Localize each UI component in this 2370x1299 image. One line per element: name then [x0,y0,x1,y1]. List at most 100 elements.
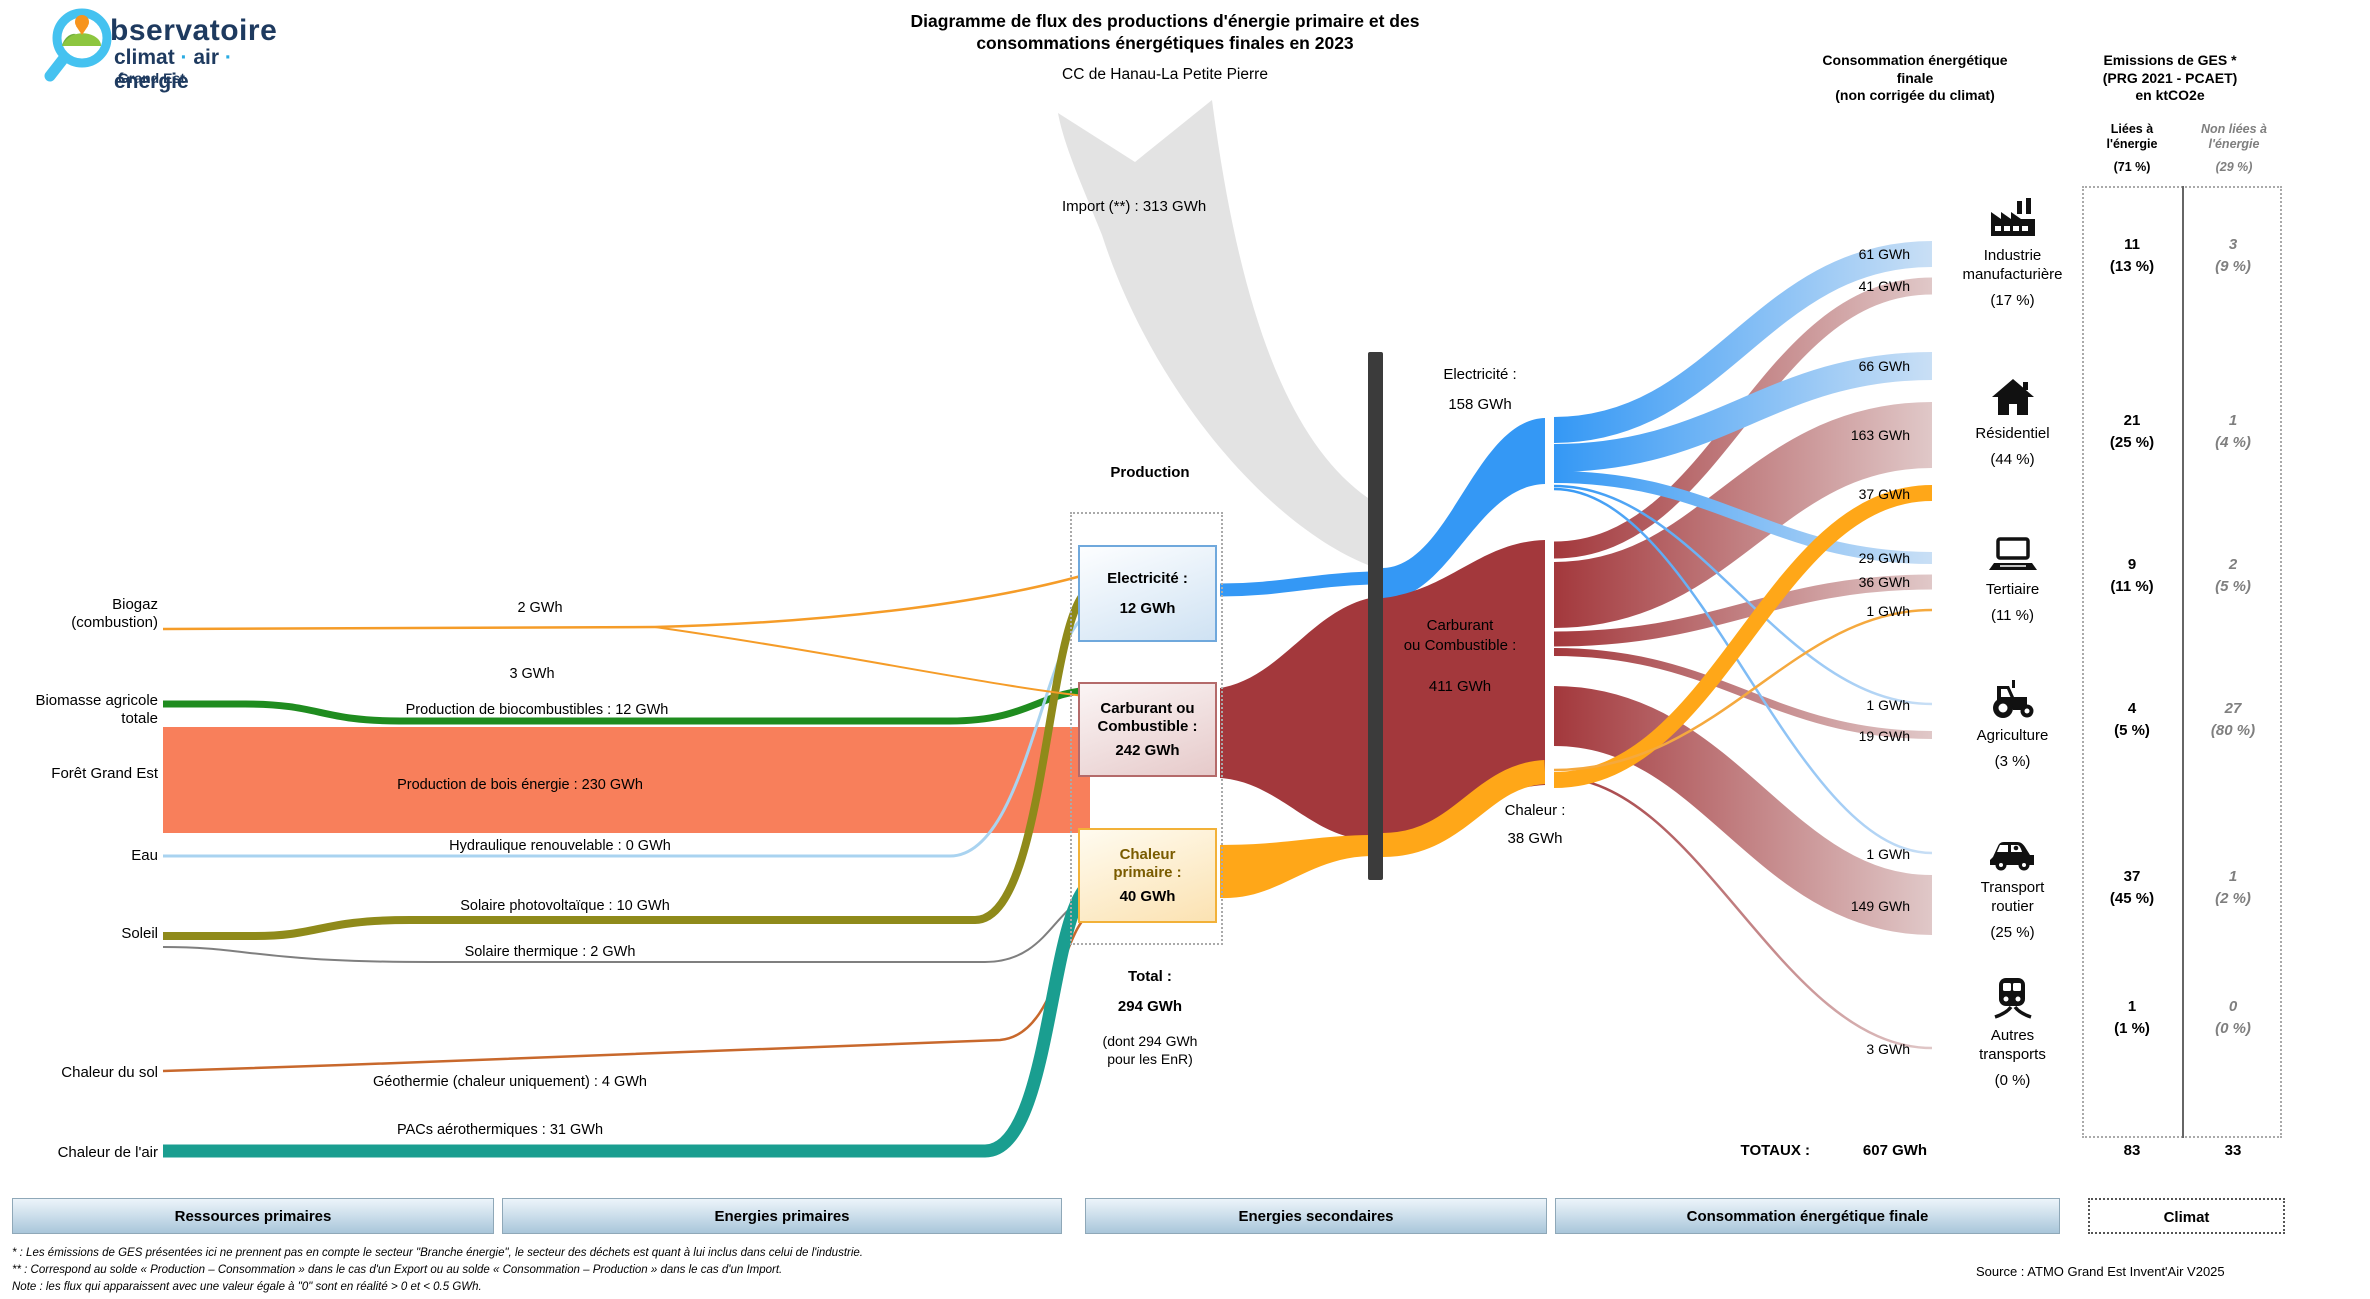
electricity-to-road-transport [1553,487,1933,855]
stage-bar-consommation-finale: Consommation énergétique finale [1555,1198,2060,1234]
sector-road-transport: Transport routier (25 %) [1945,836,2080,941]
tractor-icon [1992,680,2033,718]
flow-label-biogaz-comb: 3 GWh [509,666,555,682]
sector-residential-label: Résidentiel [1975,425,2050,442]
production-box-heat: Chaleur primaire : 40 GWh [1078,828,1217,923]
flow-label-pv: Solaire photovoltaïque : 10 GWh [460,898,670,914]
production-box-electricity-name: Electricité : [1107,569,1188,587]
flow-value-road-fuel: 149 GWh [1850,898,1910,914]
fuel-main-ribbon [1383,540,1545,842]
ges-agriculture-other: 27 (80 %) [2210,700,2256,739]
biocombustibles-band [163,686,1096,725]
ges-road-energy: 37 (45 %) [2109,868,2155,907]
source-eau: Eau [131,847,158,864]
ges-industry-energy: 11 (13 %) [2109,236,2155,275]
sector-residential: Résidentiel (44 %) [1945,376,2080,468]
ges-nonenergy-col-pct: (29 %) [2215,160,2253,174]
ges-industry-other: 3 (9 %) [2215,236,2251,275]
fuel-to-road-transport [1552,686,1934,935]
secondary-fuel-value: 411 GWh [1428,678,1492,695]
fuel-to-tertiary [1553,574,1933,647]
ges-othertransport-energy: 1 (1 %) [2114,998,2150,1037]
flow-label-biogaz-elec: 2 GWh [517,600,563,616]
heat-connector [1220,835,1370,899]
flow-label-geothermie: Géothermie (chaleur uniquement) : 4 GWh [372,1074,647,1090]
secondary-electricity-name: Electricité : [1443,366,1517,383]
sector-other-transport-label: Autres transports [1979,1027,2046,1063]
flow-label-thermique: Solaire thermique : 2 GWh [464,944,636,960]
secondary-heat-name: Chaleur : [1504,802,1566,819]
flow-value-residential-heat: 37 GWh [1858,486,1910,502]
wood-energy-band [163,727,1090,833]
production-outer-box [1070,512,1223,945]
sector-other-transport: Autres transports (0 %) [1945,976,2080,1089]
logo-name: bservatoire [110,14,278,47]
production-box-heat-name: Chaleur primaire : [1113,845,1182,881]
import-flow-band [1058,100,1368,565]
ges-energy-col-header: Liées à l'énergie [2106,122,2158,151]
production-box-fuel-name: Carburant ou Combustible : [1097,699,1198,735]
flow-value-residential-elec: 66 GWh [1858,358,1910,374]
flow-value-othertransport-fuel: 3 GWh [1866,1041,1910,1057]
sector-tertiary-label: Tertiaire [1985,581,2040,598]
ges-tertiary-energy: 9 (11 %) [2110,556,2154,595]
stage-bar-ressources-primaires: Ressources primaires [12,1198,494,1234]
production-title: Production [1110,464,1190,481]
biogaz-to-fuel-line [654,626,1096,698]
electricity-main-ribbon [1383,418,1545,600]
production-box-fuel-value: 242 GWh [1115,741,1180,759]
flow-value-industry-elec: 61 GWh [1858,246,1910,262]
flow-label-hydraulique: Hydraulique renouvelable : 0 GWh [449,838,671,854]
ges-residential-other: 1 (4 %) [2215,412,2251,451]
production-total-label: Total : [1128,968,1172,985]
solar-pv-band [163,583,1097,940]
totals-ges-energy: 83 [2123,1142,2141,1159]
footnote-import: ** : Correspond au solde « Production – … [12,1264,783,1276]
junction-bar [1368,352,1383,880]
ges-tertiary-other: 2 (5 %) [2215,556,2251,595]
secondary-heat-value: 38 GWh [1507,830,1563,847]
source-biomasse: Biomasse agricole totale [35,692,158,727]
logo-region: Grand Est [118,70,185,86]
secondary-electricity-value: 158 GWh [1448,396,1512,413]
stage-bar-energies-primaires: Energies primaires [502,1198,1062,1234]
production-box-fuel: Carburant ou Combustible : 242 GWh [1078,682,1217,777]
production-box-electricity: Electricité : 12 GWh [1078,545,1217,642]
flow-label-pac: PACs aérothermiques : 31 GWh [396,1122,604,1138]
flow-label-biocombustibles: Production de biocombustibles : 12 GWh [405,702,669,718]
factory-icon [1990,198,2035,236]
ges-othertransport-other: 0 (0 %) [2215,998,2251,1037]
totals-label: TOTAUX : [1740,1142,1810,1159]
fuel-to-other-transport [1553,775,1933,1050]
ges-header: Emissions de GES * (PRG 2021 - PCAET) en… [2102,52,2238,103]
heat-main-ribbon [1382,760,1547,857]
sector-residential-pct: (44 %) [1990,451,2035,468]
flow-value-road-elec: 1 GWh [1866,846,1910,862]
sector-agriculture-pct: (3 %) [1994,753,2031,770]
fuel-connector [1220,598,1370,840]
ges-road-other: 1 (2 %) [2215,868,2251,907]
logo-tagline: climat · air · énergie [114,46,232,93]
electricity-to-agriculture [1553,484,1933,706]
electricity-to-tertiary [1553,471,1933,564]
sector-industry-label: Industrie manufacturière [1962,247,2063,283]
electricity-to-industry [1553,241,1933,443]
source-soleil: Soleil [121,925,158,942]
solar-thermal-line [162,896,1096,963]
sector-industry: Industrie manufacturière (17 %) [1945,196,2080,309]
flow-value-tertiary-heat: 1 GWh [1866,603,1910,619]
flow-value-agriculture-elec: 1 GWh [1866,697,1910,713]
flow-value-industry-fuel: 41 GWh [1858,278,1910,294]
production-box-electricity-value: 12 GWh [1119,599,1176,617]
source-foret: Forêt Grand Est [51,765,158,782]
flow-label-bois: Production de bois énergie : 230 GWh [397,777,643,793]
ges-nonenergy-col-header: Non liées à l'énergie [2201,122,2267,151]
sector-road-transport-label: Transport routier [1980,879,2045,915]
sector-tertiary-pct: (11 %) [1990,607,2035,624]
import-label: Import (**) : 313 GWh [1062,198,1207,215]
data-source: Source : ATMO Grand Est Invent'Air V2025 [1976,1264,2225,1279]
heat-to-residential [1553,485,1933,788]
ges-agriculture-energy: 4 (5 %) [2114,700,2150,739]
footnote-zero: Note : les flux qui apparaissent avec un… [12,1281,482,1293]
train-icon [1993,978,2032,1019]
